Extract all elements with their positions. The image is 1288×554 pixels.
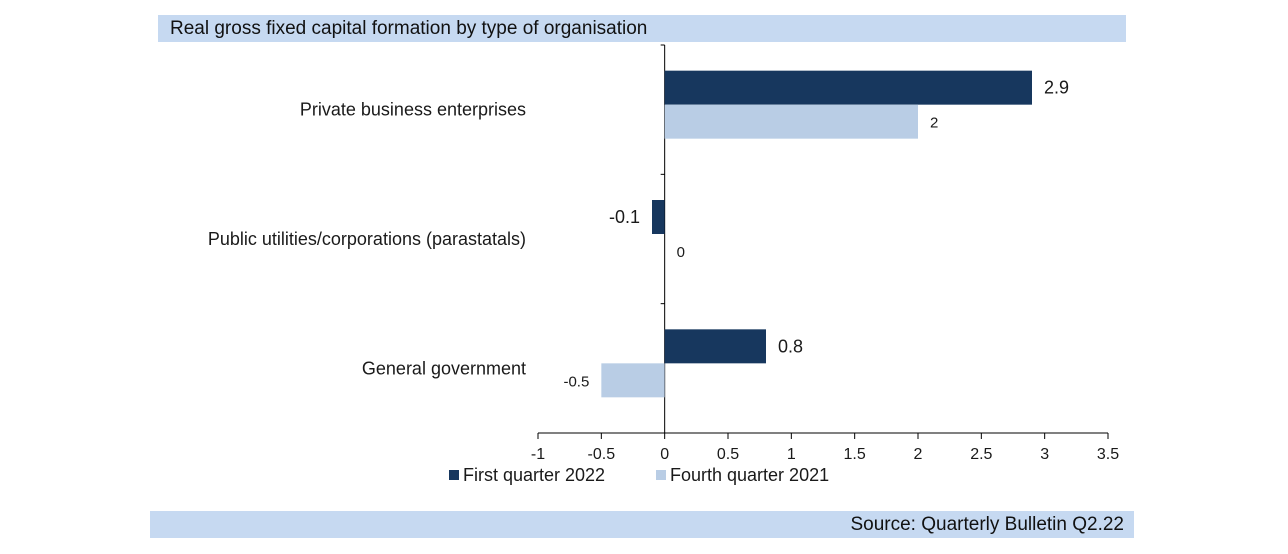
value-axis-tick-label: 1.5: [844, 446, 866, 463]
data-label: 0.8: [778, 336, 803, 356]
legend-label: Fourth quarter 2021: [670, 465, 829, 485]
value-axis-tick-label: 0: [660, 446, 669, 463]
value-axis-tick-label: 3.5: [1097, 446, 1119, 463]
value-axis-tick-label: 0.5: [717, 446, 739, 463]
value-axis-tick-label: -1: [531, 446, 545, 463]
category-label: Public utilities/corporations (parastata…: [208, 229, 526, 249]
data-label: 2: [930, 115, 938, 132]
chart-title: Real gross fixed capital formation by ty…: [158, 15, 1126, 42]
data-label: -0.1: [609, 207, 640, 227]
bar-first-quarter-2022: [664, 329, 766, 364]
data-label: -0.5: [563, 373, 589, 390]
data-label: 0: [677, 244, 685, 261]
legend-swatch: [656, 470, 666, 480]
source-note: Source: Quarterly Bulletin Q2.22: [150, 511, 1134, 538]
legend-swatch: [449, 470, 459, 480]
bar-fourth-quarter-2021: [664, 104, 918, 139]
value-axis-tick-label: 2: [914, 446, 923, 463]
value-axis-tick-label: 1: [787, 446, 796, 463]
legend-label: First quarter 2022: [463, 465, 605, 485]
category-label: Private business enterprises: [300, 100, 526, 120]
bar-fourth-quarter-2021: [601, 363, 665, 398]
value-axis-tick-label: 2.5: [970, 446, 992, 463]
data-label: 2.9: [1044, 78, 1069, 98]
value-axis-tick-label: 3: [1040, 446, 1049, 463]
bar-first-quarter-2022: [652, 200, 665, 234]
bar-first-quarter-2022: [664, 70, 1032, 105]
category-label: General government: [362, 358, 526, 378]
value-axis-tick-label: -0.5: [588, 446, 616, 463]
